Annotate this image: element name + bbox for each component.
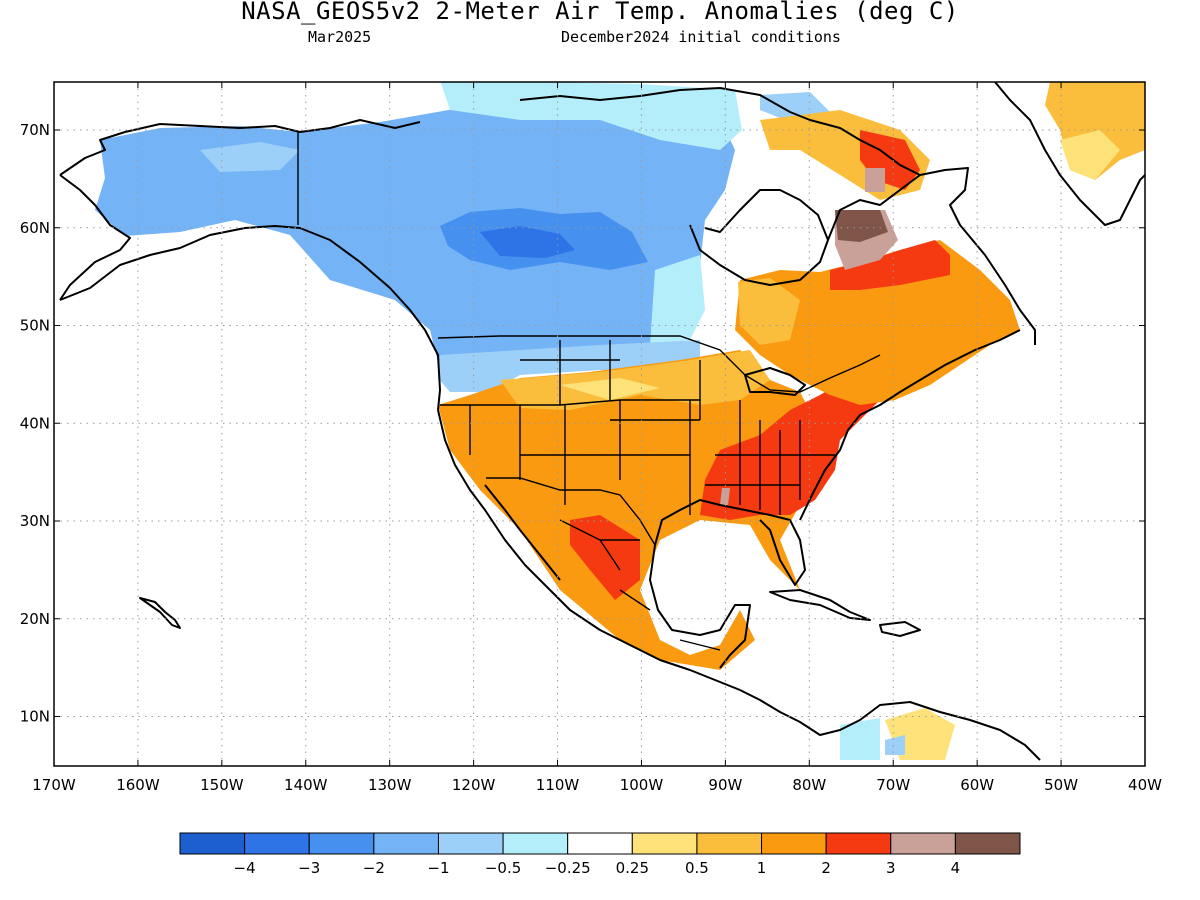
strong-warm-anomaly-region [830, 240, 950, 290]
lat-tick-label: 10N [20, 708, 50, 726]
cold-anomaly-region [885, 735, 905, 755]
us-state-borders [440, 340, 835, 515]
colorbar-label: 2 [821, 859, 831, 877]
quebec-labrador-coastline [827, 167, 1036, 345]
lon-tick-label: 170W [32, 776, 76, 794]
mild-warm-anomaly-region [738, 278, 800, 345]
cold-anomaly-region [200, 142, 300, 172]
canada-us-border [437, 335, 881, 393]
strong-warm-anomaly-region [700, 372, 888, 520]
alaska-west-coastline [59, 174, 131, 301]
alaska-coastline [59, 225, 441, 411]
colorbar-swatch [825, 832, 892, 855]
greenland-light-warm-anomaly [1060, 130, 1120, 180]
colorbar-label: −2 [363, 859, 385, 877]
strong-warm-anomaly-region [570, 515, 640, 600]
colorbar-swatch [244, 832, 310, 855]
colorbar-label: −0.5 [485, 859, 521, 877]
light-cold-anomaly-region [438, 340, 700, 392]
hispaniola-coastline [879, 621, 921, 637]
political-boundaries [297, 132, 881, 651]
hawaii-coastline [139, 597, 181, 629]
alaska-north-coastline [59, 119, 421, 176]
lat-tick-label: 20N [20, 610, 50, 628]
mild-warm-anomaly-region [500, 350, 770, 410]
lat-tick-label: 30N [20, 512, 50, 530]
greenland-coastline [994, 82, 1145, 226]
us-west-coastline [437, 409, 551, 591]
mexico-west-coastline [549, 589, 741, 691]
light-cold-anomaly-region [440, 82, 742, 150]
lon-tick-label: 140W [284, 776, 328, 794]
colorbar-label: −1 [427, 859, 449, 877]
colorbar-swatch [437, 832, 504, 855]
initial-conditions-label: December2024 initial conditions [561, 28, 841, 46]
colorbar-label: 0.25 [616, 859, 649, 877]
forecast-month: Mar2025 [308, 28, 372, 46]
colorbar-label: −4 [234, 859, 256, 877]
arctic-islands-coastline [519, 87, 921, 176]
warmest-anomaly-spot [865, 168, 885, 192]
lon-tick-label: 130W [368, 776, 412, 794]
map-frame [53, 81, 1146, 767]
lat-tick-label: 40N [20, 414, 50, 432]
baja-coastline [484, 484, 561, 581]
warmest-anomaly-region [835, 210, 888, 242]
colorbar-label: 3 [886, 859, 896, 877]
colorbar-swatch [179, 832, 246, 855]
warm-anomaly-region [438, 350, 835, 670]
lon-tick-label: 90W [708, 776, 742, 794]
colorbar-swatch [761, 832, 827, 855]
chart-title: NASA_GEOS5v2 2-Meter Air Temp. Anomalies… [241, 0, 959, 25]
lat-tick-label: 60N [20, 219, 50, 237]
gulf-coastline [654, 499, 806, 586]
colorbar-label: −0.25 [545, 859, 591, 877]
lon-tick-label: 160W [116, 776, 160, 794]
colorbar-swatch [502, 832, 569, 855]
lon-tick-label: 50W [1044, 776, 1078, 794]
coastlines [59, 82, 1145, 761]
colorbar-swatch [696, 832, 763, 855]
mexico-state-borders [559, 519, 721, 651]
cuba-coastline [769, 589, 871, 621]
colorbar-swatch [308, 832, 375, 855]
colorbar-swatch [631, 832, 698, 855]
lon-tick-label: 40W [1128, 776, 1162, 794]
warmest-anomaly-spot [720, 488, 730, 505]
lon-tick-label: 150W [200, 776, 244, 794]
colorbar-swatch [373, 832, 439, 855]
colorbar-swatch [567, 832, 633, 855]
colorbar-label: 4 [951, 859, 961, 877]
longitude-axis: 170W 160W 150W 140W 130W 120W 110W 100W 90W 80W 70… [32, 82, 1162, 794]
us-east-coastline [799, 329, 1021, 521]
colorbar-label: −3 [298, 859, 320, 877]
light-cold-anomaly-region [840, 718, 880, 760]
light-cold-anomaly-region [650, 255, 705, 345]
colorbar-swatch [954, 832, 1021, 855]
lon-tick-label: 80W [792, 776, 826, 794]
lon-tick-label: 100W [620, 776, 664, 794]
central-america-coastline [739, 689, 1041, 761]
gulf-mexico-coastline [649, 544, 751, 669]
latitude-axis: 70N 60N 50N 40N 30N 20N 10N [20, 121, 1145, 726]
lon-tick-label: 110W [536, 776, 580, 794]
lon-tick-label: 60W [960, 776, 994, 794]
colorbar-swatch [890, 832, 956, 855]
lat-tick-label: 50N [20, 317, 50, 335]
lon-tick-label: 120W [452, 776, 496, 794]
colorbar-label: 1 [757, 859, 767, 877]
colorbar: −4 −3 −2 −1 −0.5 −0.25 0.25 0.5 1 2 3 4 [179, 832, 1021, 877]
great-lakes-outline [744, 367, 806, 396]
lat-tick-label: 70N [20, 121, 50, 139]
lon-tick-label: 70W [876, 776, 910, 794]
colorbar-label: 0.5 [685, 859, 709, 877]
strongest-cold-anomaly-region [480, 226, 575, 258]
